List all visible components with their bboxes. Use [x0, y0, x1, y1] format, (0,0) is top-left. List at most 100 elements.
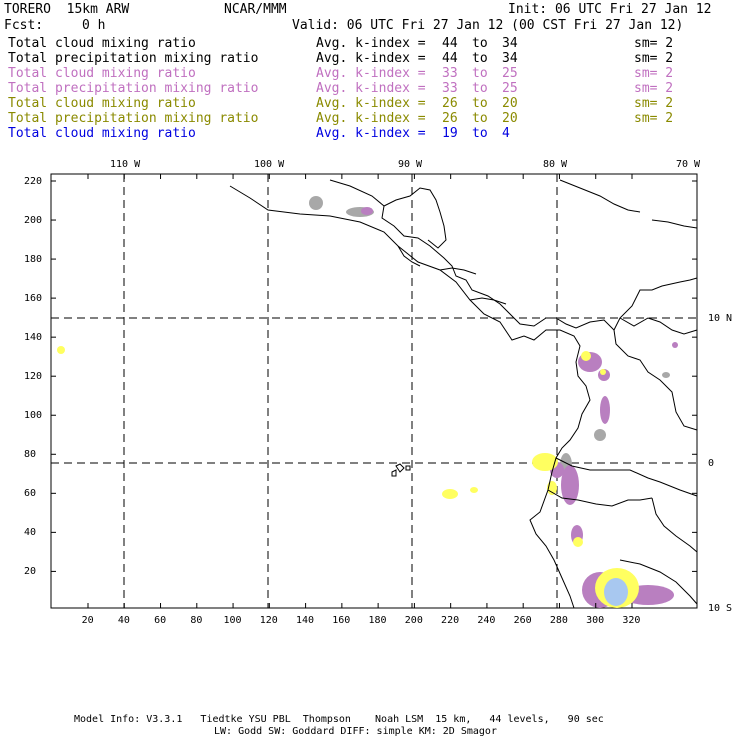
legend-kindex-label: Avg. k-index =: [316, 36, 426, 51]
top-lon-label: 90 W: [398, 159, 423, 170]
yellow-areas: [57, 346, 639, 608]
coastline-caribbean-ca: [329, 179, 698, 331]
bottom-x-label: 260: [513, 615, 532, 626]
bottom-x-label: 240: [477, 615, 496, 626]
legend-to-word: to: [472, 81, 488, 96]
bottom-x-label: 80: [190, 615, 203, 626]
right-lat-label: 10 S: [708, 603, 733, 614]
model-title: TORERO 15km ARW: [4, 2, 130, 17]
left-y-label: 220: [24, 176, 43, 187]
legend-kindex-from: 26: [442, 96, 458, 111]
top-lon-label: 100 W: [254, 159, 285, 170]
left-y-label: 120: [24, 371, 43, 383]
plot-frame: [50, 173, 698, 609]
legend-to-word: to: [472, 51, 488, 66]
legend-field: Total precipitation mixing ratio: [8, 81, 259, 96]
legend-smoothing: sm= 2: [634, 96, 674, 111]
footer-physics-info: LW: Godd SW: Goddard DIFF: simple KM: 2D…: [214, 726, 497, 737]
legend-kindex-label: Avg. k-index =: [316, 81, 426, 96]
coastline-cuba: [559, 179, 641, 213]
left-y-label: 60: [24, 488, 37, 500]
top-lon-label: 80 W: [543, 159, 568, 170]
legend-kindex-label: Avg. k-index =: [316, 111, 426, 126]
border-colombia-peru: [555, 457, 698, 497]
legend-kindex-from: 33: [442, 66, 458, 81]
bottom-x-label: 180: [368, 615, 387, 626]
border-ecuador-peru: [547, 489, 653, 507]
bottom-x-label: 280: [549, 615, 568, 626]
org-label: NCAR/MMM: [224, 2, 287, 17]
legend-kindex-from: 19: [442, 126, 458, 141]
fcst-value: 0 h: [82, 18, 106, 33]
axis-ticks: [51, 174, 697, 608]
bottom-x-label: 100: [223, 615, 242, 626]
legend-kindex-label: Avg. k-index =: [316, 96, 426, 111]
coastline-venezuela: [619, 317, 698, 335]
bottom-x-label: 140: [295, 615, 315, 626]
bottom-x-label: 320: [622, 615, 641, 626]
border-nicaragua: [469, 297, 507, 305]
border-guatemala: [397, 245, 421, 267]
coastline-yucatan: [383, 187, 447, 249]
border-peru-bolivia: [619, 559, 698, 605]
legend-smoothing: sm= 2: [634, 51, 674, 66]
legend-field: Total precipitation mixing ratio: [8, 111, 259, 126]
legend-to-word: to: [472, 36, 488, 51]
legend-field: Total cloud mixing ratio: [8, 96, 196, 111]
coastline-pacific: [229, 185, 591, 609]
legend-to-word: to: [472, 96, 488, 111]
galapagos-island-3: [391, 469, 397, 477]
legend-kindex-to: 34: [502, 36, 518, 51]
blue-areas: [604, 578, 628, 606]
galapagos-island-2: [405, 465, 411, 471]
legend-smoothing: sm= 2: [634, 36, 674, 51]
left-y-label: 140: [24, 332, 43, 344]
bottom-x-label: 20: [81, 615, 94, 626]
legend-field: Total cloud mixing ratio: [8, 36, 196, 51]
purple-areas: [361, 207, 678, 608]
left-y-label: 80: [24, 449, 37, 461]
legend-kindex-from: 44: [442, 51, 458, 66]
left-y-label: 20: [24, 566, 37, 578]
bottom-x-label: 300: [586, 615, 605, 626]
legend-kindex-label: Avg. k-index =: [316, 66, 426, 81]
top-lon-label: 70 W: [676, 159, 701, 170]
left-y-label: 40: [24, 527, 37, 539]
bottom-x-label: 220: [441, 615, 460, 626]
legend-kindex-from: 33: [442, 81, 458, 96]
coastline-hispaniola: [651, 219, 698, 229]
legend-kindex-label: Avg. k-index =: [316, 51, 426, 66]
top-lon-label: 110 W: [110, 159, 141, 170]
bottom-x-label: 40: [117, 615, 130, 626]
legend-to-word: to: [472, 111, 488, 126]
legend-kindex-to: 20: [502, 111, 518, 126]
border-colombia-venezuela: [613, 329, 698, 431]
legend-field: Total cloud mixing ratio: [8, 66, 196, 81]
bottom-x-label: 200: [404, 615, 423, 626]
legend-kindex-from: 44: [442, 36, 458, 51]
fcst-label: Fcst:: [4, 18, 44, 33]
left-y-label: 100: [24, 410, 43, 422]
legend-smoothing: sm= 2: [634, 66, 674, 81]
valid-time: Valid: 06 UTC Fri 27 Jan 12 (00 CST Fri …: [292, 18, 684, 33]
legend-to-word: to: [472, 126, 488, 141]
grid-lines: [51, 174, 697, 608]
init-time: Init: 06 UTC Fri 27 Jan 12: [508, 2, 712, 17]
bottom-x-label: 160: [332, 615, 351, 626]
footer-model-info: Model Info: V3.3.1 Tiedtke YSU PBL Thomp…: [74, 714, 604, 725]
bottom-x-label: 120: [259, 615, 278, 626]
legend-kindex-to: 25: [502, 66, 518, 81]
left-y-label: 180: [24, 254, 43, 266]
galapagos-island-1: [395, 463, 405, 473]
left-y-label: 200: [24, 215, 43, 227]
left-y-label: 160: [24, 293, 43, 305]
right-lat-label: 10 N: [708, 313, 733, 324]
right-lat-label: 0: [708, 458, 715, 469]
legend-kindex-label: Avg. k-index =: [316, 126, 426, 141]
legend-to-word: to: [472, 66, 488, 81]
legend-kindex-from: 26: [442, 111, 458, 126]
legend-field: Total cloud mixing ratio: [8, 126, 196, 141]
legend-field: Total precipitation mixing ratio: [8, 51, 259, 66]
border-honduras: [439, 267, 477, 275]
